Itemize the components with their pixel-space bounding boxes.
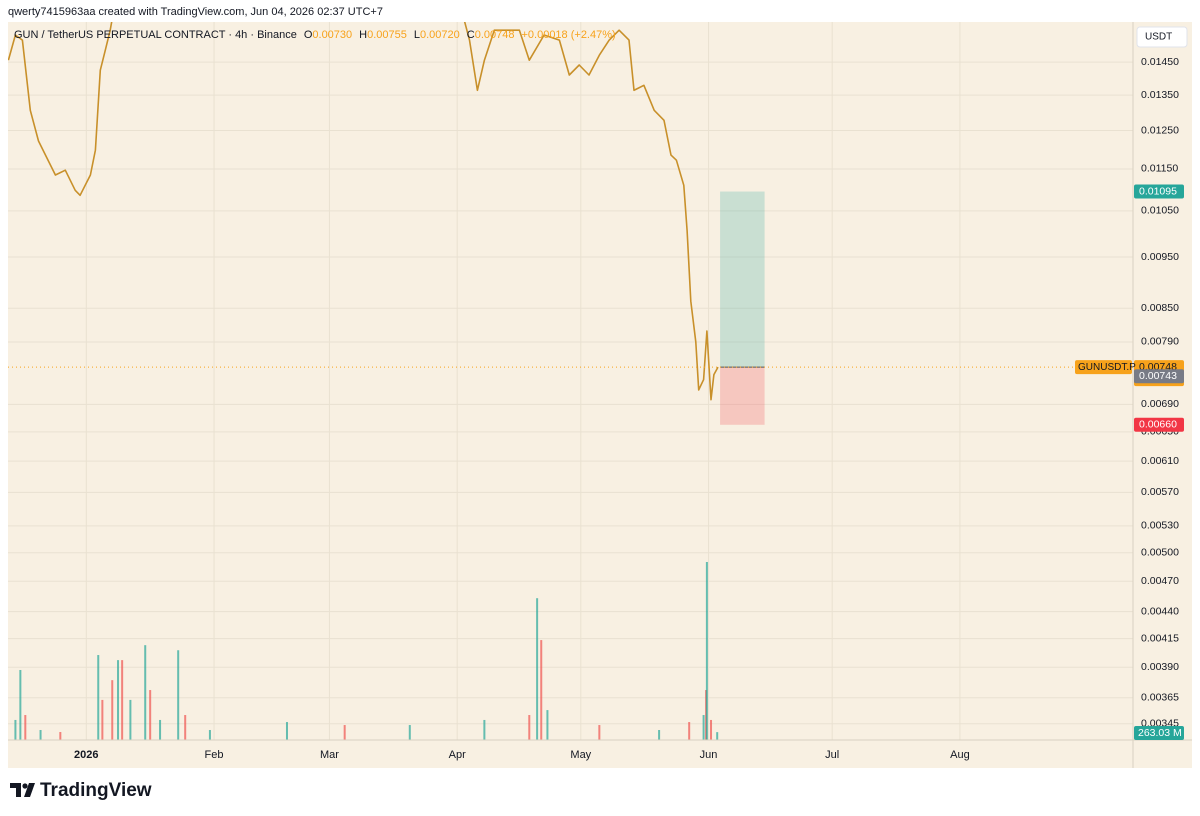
volume-bar bbox=[483, 719, 486, 740]
legend-item: C bbox=[467, 29, 475, 41]
y-tick-label: 0.00950 bbox=[1141, 251, 1179, 263]
volume-badge: 263.03 M bbox=[1138, 727, 1182, 739]
price-line bbox=[8, 22, 719, 401]
volume-bar bbox=[546, 710, 549, 740]
x-tick-label: Feb bbox=[205, 749, 224, 761]
volume-badge-bg bbox=[1134, 726, 1184, 740]
currency-box bbox=[1136, 26, 1188, 48]
brand: TradingView bbox=[40, 780, 152, 801]
volume-bar bbox=[14, 719, 17, 740]
legend-item: +0.00018 (+2.47%) bbox=[521, 29, 615, 41]
y-tick-label: 0.00440 bbox=[1141, 605, 1179, 617]
y-tick-label: 0.00365 bbox=[1141, 692, 1179, 704]
volume-bar bbox=[101, 699, 104, 740]
volume-bar bbox=[658, 730, 661, 740]
volume-bar bbox=[111, 680, 114, 740]
x-tick-label: May bbox=[570, 749, 591, 761]
y-tick-label: 0.00415 bbox=[1141, 632, 1179, 644]
volume-bar bbox=[19, 669, 22, 740]
volume-bar bbox=[39, 730, 42, 740]
y-tick-label: 0.00470 bbox=[1141, 575, 1179, 587]
volume-bar bbox=[129, 699, 132, 740]
volume-bar bbox=[710, 719, 713, 740]
volume-bar bbox=[24, 715, 27, 740]
legend-item: 0.00720 bbox=[420, 29, 460, 41]
y-tick-label: 0.00610 bbox=[1141, 455, 1179, 467]
x-tick-label: Mar bbox=[320, 749, 339, 761]
logo: TradingView bbox=[10, 780, 152, 801]
volume-bar bbox=[208, 730, 211, 740]
y-tick-label: 0.00390 bbox=[1141, 661, 1179, 673]
axes: 0.01450 0.01350 0.01250 0.01150 0.01050 0.009… bbox=[74, 56, 1184, 761]
volume-bar bbox=[59, 732, 62, 740]
volume-bar bbox=[408, 725, 411, 740]
logo-dot bbox=[22, 783, 28, 789]
volume-bar bbox=[343, 725, 346, 740]
price-layer bbox=[8, 22, 1133, 425]
x-tick-label: Jul bbox=[825, 749, 839, 761]
volume-bar bbox=[184, 715, 187, 740]
volume-bar bbox=[117, 660, 120, 740]
y-tick-label: 0.00850 bbox=[1141, 302, 1179, 314]
stop-badge-bg bbox=[1134, 417, 1184, 432]
legend: GUN / TetherUS PERPETUAL CONTRACT · 4h ·… bbox=[14, 29, 616, 41]
x-tick-label: Apr bbox=[449, 749, 466, 761]
y-tick-label: 0.00790 bbox=[1141, 336, 1179, 348]
legend-item: GUN / TetherUS PERPETUAL CONTRACT · 4h ·… bbox=[14, 29, 297, 41]
volume-bar bbox=[528, 715, 531, 740]
legend-item: 0.00748 bbox=[475, 29, 515, 41]
y-tick-label: 0.01250 bbox=[1141, 124, 1179, 136]
volume-bar bbox=[716, 732, 719, 740]
y-tick-label: 0.01050 bbox=[1141, 205, 1179, 217]
volume-bar bbox=[540, 640, 543, 740]
logo-icon bbox=[10, 783, 35, 797]
legend-item: L bbox=[414, 29, 420, 41]
volume-bar bbox=[705, 561, 708, 740]
header: qwerty7415963aa created with TradingView… bbox=[8, 6, 383, 18]
legend-item: 0.00755 bbox=[367, 29, 407, 41]
grid bbox=[8, 22, 1133, 740]
volume-bar bbox=[159, 719, 162, 740]
volume-bar bbox=[144, 645, 147, 740]
stop-badge: 0.00660 bbox=[1139, 419, 1177, 431]
legend-item: 0.00730 bbox=[312, 29, 352, 41]
volume-bar bbox=[702, 715, 705, 740]
loss-zone bbox=[720, 367, 765, 425]
x-tick-label: Jun bbox=[700, 749, 718, 761]
volume-bar bbox=[285, 722, 288, 740]
y-tick-label: 0.00570 bbox=[1141, 486, 1179, 498]
symbol-badge: GUNUSDT.P bbox=[1078, 362, 1136, 373]
currency: USDT bbox=[1145, 32, 1172, 43]
marker-badge-bg bbox=[1134, 369, 1184, 384]
plot-background bbox=[8, 22, 1192, 768]
volume-layer bbox=[14, 561, 719, 740]
volume-bar bbox=[598, 725, 601, 740]
volume-bar bbox=[536, 598, 539, 740]
y-tick-label: 0.00500 bbox=[1141, 546, 1179, 558]
y-tick-label: 0.00690 bbox=[1141, 398, 1179, 410]
marker-badge: 0.00743 bbox=[1139, 370, 1177, 382]
target-badge: 0.01095 bbox=[1139, 185, 1177, 197]
legend-item: O bbox=[304, 29, 313, 41]
volume-bar bbox=[177, 650, 180, 740]
volume-bar bbox=[149, 690, 152, 740]
y-tick-label: 0.00530 bbox=[1141, 520, 1179, 532]
target-badge-bg bbox=[1134, 184, 1184, 199]
volume-bar bbox=[688, 722, 691, 740]
y-tick-label: 0.01450 bbox=[1141, 56, 1179, 68]
profit-zone bbox=[720, 191, 765, 368]
legend-item: H bbox=[359, 29, 367, 41]
volume-bar bbox=[121, 660, 124, 740]
symbol-badge-bg bbox=[1075, 360, 1132, 375]
x-tick-label: 2026 bbox=[74, 749, 98, 761]
y-tick-label: 0.01350 bbox=[1141, 89, 1179, 101]
volume-bar bbox=[97, 655, 100, 740]
y-tick-label: 0.01150 bbox=[1141, 163, 1178, 175]
x-tick-label: Aug bbox=[950, 749, 970, 761]
